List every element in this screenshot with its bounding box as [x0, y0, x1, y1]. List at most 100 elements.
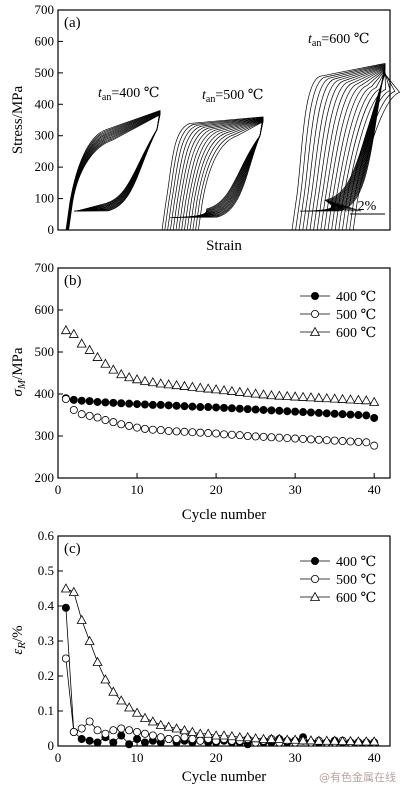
panel-c-series — [60, 557, 380, 749]
data-point — [93, 726, 102, 735]
data-point — [109, 738, 118, 747]
data-point — [250, 733, 261, 743]
data-point — [338, 437, 347, 446]
data-point — [338, 410, 347, 419]
panel-b-ticks: 0 10 20 30 40 200 300 400 500 600 700 — [35, 260, 381, 497]
annotation-600-t: t — [308, 32, 313, 47]
legend-b-500: 500 ℃ — [336, 308, 376, 323]
data-point — [85, 736, 94, 745]
legend-marker — [310, 575, 319, 584]
data-point — [266, 390, 277, 400]
data-point — [291, 407, 300, 416]
data-point — [100, 358, 111, 368]
data-point — [140, 738, 149, 747]
legend-marker — [309, 326, 321, 336]
hysteresis-loop-500 — [195, 120, 264, 231]
data-point — [179, 725, 190, 735]
data-point — [109, 726, 118, 735]
data-point — [251, 405, 260, 414]
annotation-600-sub: an — [312, 38, 321, 49]
hysteresis-loop-400 — [68, 114, 161, 231]
data-point — [313, 392, 324, 402]
series-line-1 — [65, 658, 375, 743]
data-point — [180, 733, 189, 742]
data-point — [219, 403, 228, 412]
data-point — [322, 436, 331, 445]
data-point — [164, 401, 173, 410]
data-point — [92, 656, 103, 666]
ytick-label: 0.5 — [38, 563, 54, 578]
data-point — [147, 377, 158, 387]
data-point — [164, 735, 173, 744]
data-point — [267, 406, 276, 415]
data-point — [330, 409, 339, 418]
data-point — [258, 733, 269, 743]
xtick-label: 20 — [210, 482, 223, 497]
data-point — [195, 728, 206, 738]
data-point — [234, 386, 245, 396]
data-point — [275, 406, 284, 415]
xtick-label: 30 — [289, 482, 302, 497]
xtick-label: 0 — [55, 482, 62, 497]
xtick-label: 10 — [131, 482, 144, 497]
panel-a-ytick-label: 700 — [35, 2, 55, 17]
data-point — [92, 351, 103, 361]
xtick-label: 0 — [55, 750, 62, 765]
data-point — [369, 396, 380, 406]
series-line-2 — [65, 588, 375, 742]
data-point — [171, 723, 182, 733]
data-point — [85, 717, 94, 726]
data-point — [68, 328, 79, 338]
data-point — [353, 736, 364, 746]
panel-b-xlabel: Cycle number — [182, 507, 267, 523]
data-point — [306, 408, 315, 417]
panel-a-ylabel: Stress/MPa — [10, 85, 26, 154]
data-point — [299, 434, 308, 443]
panel-a-frame — [57, 9, 391, 231]
data-point — [69, 405, 78, 414]
data-point — [226, 730, 237, 741]
data-point — [354, 410, 363, 419]
data-point — [212, 429, 221, 438]
legend-b-400: 400 ℃ — [336, 290, 376, 305]
data-point — [116, 695, 127, 705]
data-point — [117, 724, 126, 733]
data-point — [203, 728, 214, 738]
data-point — [370, 413, 379, 422]
data-point — [297, 391, 309, 401]
ytick-label: 0.3 — [38, 633, 54, 648]
data-point — [101, 729, 110, 738]
annotation-500-rest: =500 ℃ — [215, 88, 263, 103]
data-point — [125, 726, 134, 735]
data-point — [93, 738, 102, 747]
data-point — [369, 736, 380, 746]
data-point — [345, 394, 356, 404]
series-1 — [61, 309, 379, 450]
data-point — [133, 728, 142, 737]
data-point — [321, 735, 332, 745]
ytick-label: 0.4 — [38, 598, 55, 613]
xtick-label: 40 — [368, 482, 381, 497]
data-point — [139, 375, 151, 385]
data-point — [148, 731, 157, 740]
panel-b-series — [60, 291, 380, 450]
data-point — [188, 735, 197, 744]
data-point — [77, 396, 86, 405]
legend-marker — [310, 557, 319, 566]
panel-c-label: (c) — [64, 541, 81, 557]
annotation-400-t: t — [98, 86, 103, 101]
data-point — [362, 411, 371, 420]
legend-marker — [310, 309, 319, 318]
data-point — [195, 382, 206, 392]
panel-a-ytick-label: 400 — [35, 96, 55, 111]
ytick-label: 300 — [35, 428, 55, 443]
data-point — [131, 707, 143, 717]
data-point — [337, 393, 348, 403]
data-point — [60, 324, 71, 335]
data-point — [117, 420, 126, 429]
data-point — [299, 408, 308, 417]
panel-b-legend: 400 ℃ 500 ℃ 600 ℃ — [336, 290, 376, 341]
data-point — [329, 735, 340, 745]
data-point — [218, 384, 230, 395]
